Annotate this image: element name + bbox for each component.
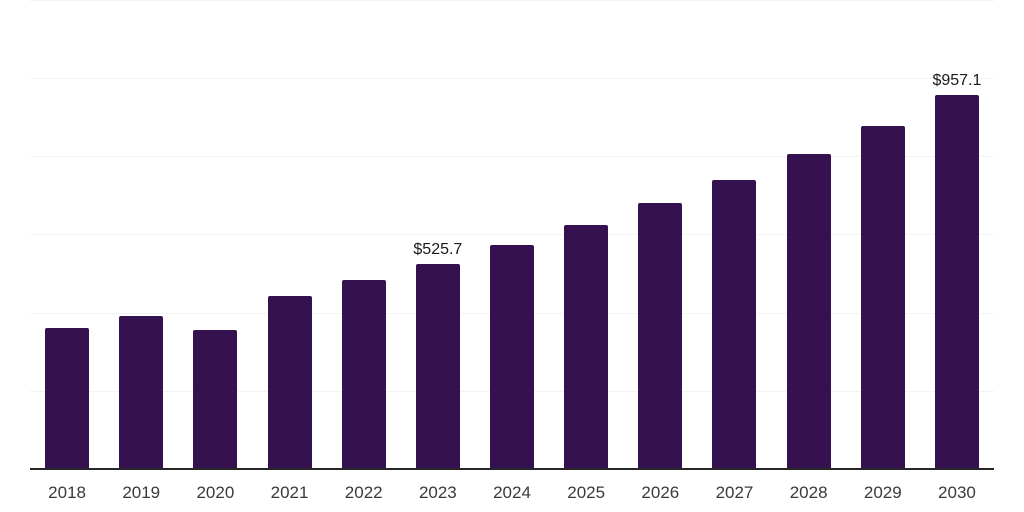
gridline-800 bbox=[30, 156, 994, 157]
x-axis-label-2020: 2020 bbox=[196, 483, 235, 502]
x-axis-label-2026: 2026 bbox=[641, 483, 680, 502]
plot-area: $525.7 $957.1 bbox=[30, 0, 994, 470]
bar-2030 bbox=[934, 94, 979, 469]
bar-slot-2020 bbox=[178, 0, 252, 469]
value-label-2023: $525.7 bbox=[413, 240, 463, 258]
bar-2022 bbox=[341, 280, 386, 469]
bar-2027 bbox=[712, 179, 757, 469]
bar-2026 bbox=[638, 203, 683, 469]
bar-2019 bbox=[119, 316, 164, 469]
bar-slot-2030: $957.1 bbox=[920, 0, 994, 469]
x-axis-label-2023: 2023 bbox=[418, 483, 457, 502]
bar-2020 bbox=[193, 330, 238, 469]
bar-2025 bbox=[564, 225, 609, 469]
bar-slot-2019 bbox=[104, 0, 178, 469]
x-axis-label-2019: 2019 bbox=[122, 483, 161, 502]
x-axis-label-2018: 2018 bbox=[48, 483, 86, 502]
bar-slot-2021 bbox=[252, 0, 326, 469]
bar-2018 bbox=[45, 328, 90, 469]
bar-slot-2026 bbox=[623, 0, 697, 469]
x-axis-label-2027: 2027 bbox=[715, 483, 754, 502]
bar-2028 bbox=[786, 153, 831, 469]
bar-slot-2024 bbox=[475, 0, 549, 469]
x-axis-label-2028: 2028 bbox=[789, 483, 828, 502]
bar-slot-2028 bbox=[772, 0, 846, 469]
gridline-1000 bbox=[30, 78, 994, 79]
bar-slot-2029 bbox=[846, 0, 920, 469]
bar-slot-2025 bbox=[549, 0, 623, 469]
x-axis-label-2025: 2025 bbox=[567, 483, 606, 502]
value-label-2030: $957.1 bbox=[932, 71, 982, 89]
x-axis-labels: 2018 2019 2020 2021 2022 2023 2024 2025 2026 2027… bbox=[30, 484, 994, 501]
x-axis-label-2029: 2029 bbox=[863, 483, 902, 502]
bar-slot-2018 bbox=[30, 0, 104, 469]
gridline-1200 bbox=[30, 0, 994, 1]
gridline-600 bbox=[30, 234, 994, 235]
bar-2023 bbox=[415, 263, 460, 469]
bar-2021 bbox=[267, 295, 312, 469]
bar-slot-2022 bbox=[327, 0, 401, 469]
x-axis-label-2030: 2030 bbox=[938, 483, 976, 502]
bar-slot-2027 bbox=[697, 0, 771, 469]
x-axis-line bbox=[30, 468, 994, 470]
x-axis-label-2022: 2022 bbox=[344, 483, 383, 502]
bars: $525.7 $957.1 bbox=[30, 0, 994, 469]
bar-2029 bbox=[860, 125, 905, 469]
bar-2024 bbox=[490, 245, 535, 469]
x-axis-label-2021: 2021 bbox=[270, 483, 309, 502]
bar-slot-2023: $525.7 bbox=[401, 0, 475, 469]
x-axis-label-2024: 2024 bbox=[493, 483, 531, 502]
